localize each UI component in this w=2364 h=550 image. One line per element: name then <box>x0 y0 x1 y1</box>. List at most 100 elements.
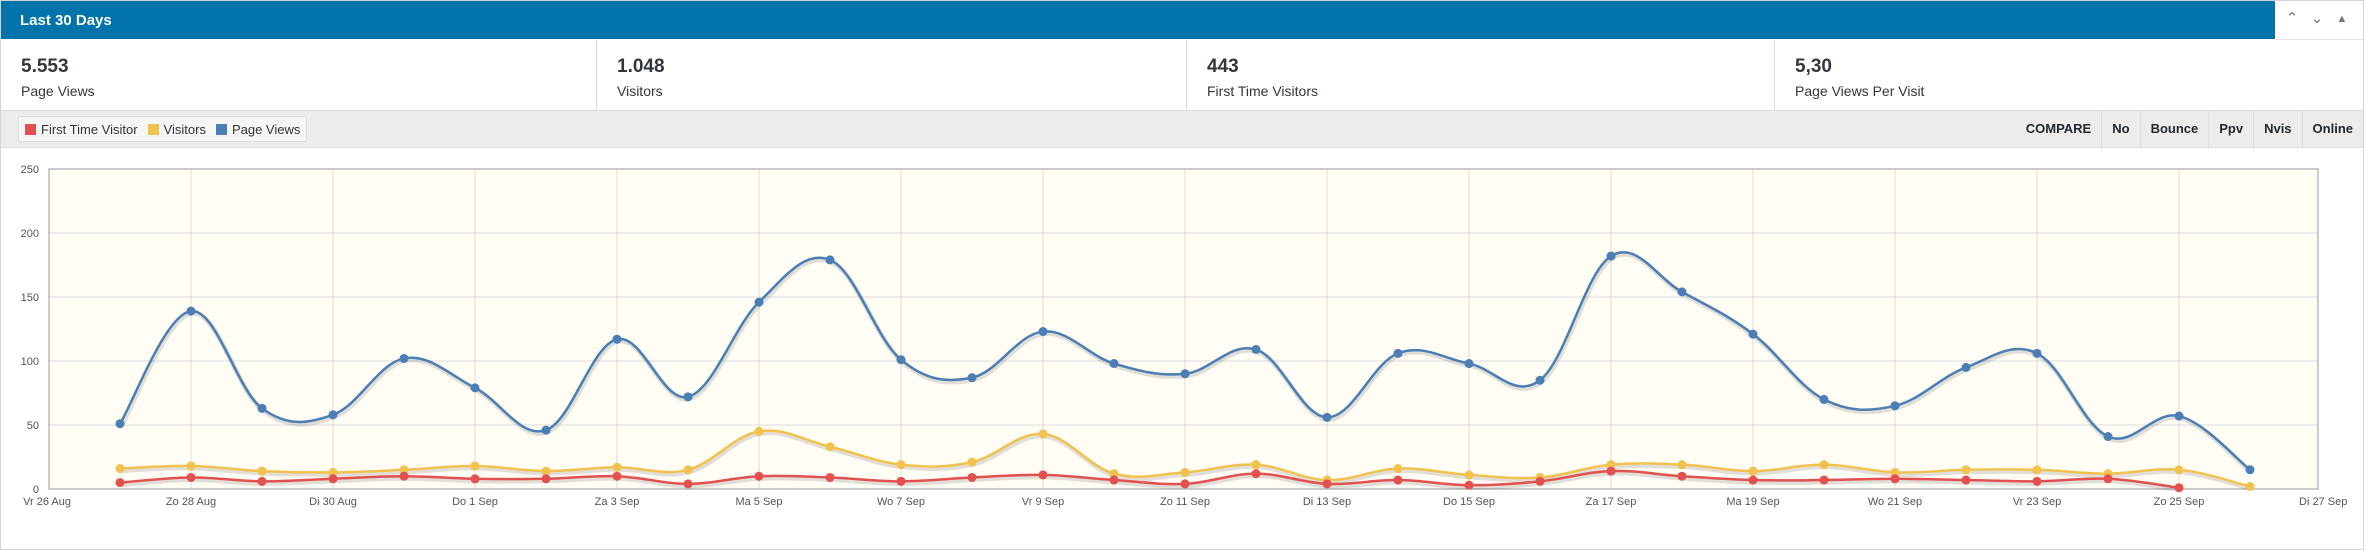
data-point <box>115 478 125 488</box>
data-point <box>399 465 409 475</box>
x-tick-label: Di 30 Aug <box>309 496 357 508</box>
chart-toolbar: First Time Visitor Visitors Page Views C… <box>1 111 2363 148</box>
data-point <box>1109 469 1119 479</box>
data-point <box>683 392 693 402</box>
data-point <box>1393 475 1403 485</box>
plot-area <box>48 168 2319 490</box>
stat-value: 443 <box>1207 56 1239 77</box>
stat-label: First Time Visitors <box>1207 83 1318 99</box>
data-point <box>470 461 480 471</box>
data-point <box>1038 327 1048 337</box>
data-point <box>257 403 267 413</box>
data-point <box>967 472 977 482</box>
data-point <box>2174 465 2184 475</box>
data-point <box>967 373 977 383</box>
stat-value: 5.553 <box>21 56 69 77</box>
data-point <box>2032 465 2042 475</box>
nvis-button[interactable]: Nvis <box>2253 111 2301 147</box>
data-point <box>399 353 409 363</box>
y-tick-label: 250 <box>21 164 39 176</box>
data-point <box>1819 475 1829 485</box>
data-point <box>2103 432 2113 442</box>
data-point <box>1109 475 1119 485</box>
x-tick-label: Do 1 Sep <box>452 496 498 508</box>
data-point <box>1890 401 1900 411</box>
series-line-first-time-visitor <box>119 469 2180 489</box>
legend-item-first-time-visitor[interactable]: First Time Visitor <box>25 122 138 137</box>
stat-label: Visitors <box>617 83 663 99</box>
data-point <box>1748 475 1758 485</box>
data-point <box>2245 481 2255 491</box>
x-tick-label: Vr 9 Sep <box>1022 496 1064 508</box>
legend-item-page-views[interactable]: Page Views <box>215 121 301 137</box>
x-tick-label: Di 27 Sep <box>2299 496 2347 508</box>
panel-header: Last 30 Days <box>1 1 2275 39</box>
bounce-button[interactable]: Bounce <box>2139 111 2209 147</box>
plot-frame <box>48 168 2319 490</box>
data-point <box>1890 474 1900 484</box>
data-point <box>1677 471 1687 481</box>
y-tick-label: 200 <box>21 228 39 240</box>
data-point <box>2245 465 2255 475</box>
data-point <box>257 466 267 476</box>
x-tick-label: Vr 26 Aug <box>23 496 71 508</box>
data-point <box>115 419 125 429</box>
x-tick-label: Wo 21 Sep <box>1868 496 1922 508</box>
x-tick-label: Za 3 Sep <box>595 496 640 508</box>
data-point <box>1535 476 1545 486</box>
data-point <box>612 462 622 472</box>
legend-label: Page Views <box>231 121 301 137</box>
data-point <box>1819 460 1829 470</box>
legend-item-visitors[interactable]: Visitors <box>147 121 206 137</box>
online-button[interactable]: Online <box>2301 111 2363 147</box>
data-point <box>1464 359 1474 369</box>
no-button[interactable]: No <box>2101 111 2139 147</box>
panel-controls: ⌃ ⌄ ▲ <box>2275 1 2363 40</box>
data-point <box>1038 470 1048 480</box>
data-point <box>2174 483 2184 493</box>
data-point <box>967 457 977 467</box>
data-point <box>541 425 551 435</box>
x-tick-label: Zo 11 Sep <box>1160 496 1210 508</box>
stat-visitors: 1.048 Visitors <box>597 40 1187 110</box>
triangle-up-icon[interactable]: ▲ <box>2336 13 2348 25</box>
stat-page-views-per-visit: 5,30 Page Views Per Visit <box>1775 40 2363 110</box>
y-tick-label: 0 <box>33 484 39 496</box>
data-point <box>1677 287 1687 297</box>
chart-legend: First Time Visitor Visitors Page Views <box>18 116 308 142</box>
legend-swatch <box>147 123 159 135</box>
chevron-up-icon[interactable]: ⌃ <box>2285 10 2299 27</box>
data-point <box>2174 411 2184 421</box>
data-point <box>1606 466 1616 476</box>
chevron-down-icon[interactable]: ⌄ <box>2310 10 2324 27</box>
data-point <box>1180 479 1190 489</box>
data-point <box>1535 375 1545 385</box>
data-point <box>825 472 835 482</box>
data-point <box>541 466 551 476</box>
series-line-page-views <box>118 250 2251 471</box>
data-point <box>1251 460 1261 470</box>
data-point <box>186 306 196 316</box>
compare-button[interactable]: COMPARE <box>2025 121 2092 136</box>
ppv-button[interactable]: Ppv <box>2208 111 2253 147</box>
line-chart: 0 50 100 150 200 250 Vr 26 Aug Zo 28 Aug Di 30 A… <box>21 164 2348 508</box>
series-shadow <box>120 470 2181 493</box>
data-point <box>1748 466 1758 476</box>
data-point <box>186 461 196 471</box>
data-point <box>754 471 764 481</box>
data-point <box>1393 464 1403 474</box>
stat-label: Page Views <box>21 83 95 99</box>
panel-title: Last 30 Days <box>20 12 112 29</box>
data-point <box>896 460 906 470</box>
data-point <box>612 471 622 481</box>
data-point <box>328 410 338 420</box>
data-point <box>1961 362 1971 372</box>
legend-label: Visitors <box>163 121 206 137</box>
data-point <box>328 474 338 484</box>
stat-page-views: 5.553 Page Views <box>1 40 597 110</box>
data-point <box>1180 369 1190 379</box>
x-tick-label: Zo 28 Aug <box>166 496 216 508</box>
stat-value: 1.048 <box>617 56 665 77</box>
data-point <box>1180 467 1190 477</box>
data-point <box>1251 344 1261 354</box>
